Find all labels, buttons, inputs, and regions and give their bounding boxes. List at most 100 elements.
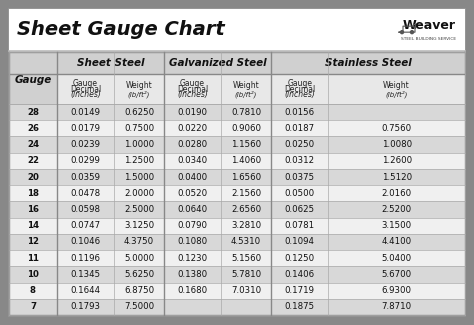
Text: 0.7810: 0.7810 bbox=[231, 108, 261, 117]
Text: 7.8710: 7.8710 bbox=[382, 302, 411, 311]
Text: Decimal: Decimal bbox=[177, 84, 208, 94]
Text: 0.1345: 0.1345 bbox=[70, 270, 100, 279]
Text: 7.0310: 7.0310 bbox=[231, 286, 261, 295]
Text: 0.1046: 0.1046 bbox=[70, 238, 100, 246]
Text: 1.0000: 1.0000 bbox=[124, 140, 154, 149]
Text: 0.0790: 0.0790 bbox=[178, 221, 208, 230]
Text: Stainless Steel: Stainless Steel bbox=[325, 58, 411, 68]
Text: 3.2810: 3.2810 bbox=[231, 221, 261, 230]
Text: 0.0299: 0.0299 bbox=[71, 156, 100, 165]
Bar bbox=[271, 74, 465, 104]
Bar bbox=[9, 153, 465, 169]
Text: 6.8750: 6.8750 bbox=[124, 286, 154, 295]
Text: 16: 16 bbox=[27, 205, 39, 214]
Text: 24: 24 bbox=[27, 140, 39, 149]
Text: 1.6560: 1.6560 bbox=[231, 173, 261, 182]
Text: 0.1380: 0.1380 bbox=[177, 270, 208, 279]
Text: 7: 7 bbox=[30, 302, 36, 311]
Text: 4.4100: 4.4100 bbox=[382, 238, 411, 246]
Bar bbox=[9, 282, 465, 299]
Text: (inches): (inches) bbox=[70, 90, 101, 99]
Circle shape bbox=[401, 31, 403, 34]
Text: 0.1094: 0.1094 bbox=[285, 238, 315, 246]
Text: 0.0156: 0.0156 bbox=[285, 108, 315, 117]
Text: 22: 22 bbox=[27, 156, 39, 165]
Bar bbox=[9, 266, 465, 282]
Bar bbox=[9, 218, 465, 234]
Text: 8: 8 bbox=[30, 286, 36, 295]
Text: 0.0239: 0.0239 bbox=[70, 140, 100, 149]
Text: 0.1230: 0.1230 bbox=[177, 254, 208, 263]
Text: (inches): (inches) bbox=[284, 90, 315, 99]
Bar bbox=[9, 169, 465, 185]
Bar bbox=[9, 234, 465, 250]
Text: STEEL BUILDING SERVICE: STEEL BUILDING SERVICE bbox=[401, 37, 456, 41]
Text: 1.4060: 1.4060 bbox=[231, 156, 261, 165]
Text: 2.0160: 2.0160 bbox=[382, 189, 411, 198]
Text: 1.1560: 1.1560 bbox=[231, 140, 261, 149]
Text: 5.0000: 5.0000 bbox=[124, 254, 154, 263]
Circle shape bbox=[410, 31, 413, 34]
Text: Weight: Weight bbox=[233, 81, 259, 89]
Text: Decimal: Decimal bbox=[70, 84, 101, 94]
Text: (lb/ft²): (lb/ft²) bbox=[128, 90, 150, 98]
Text: 28: 28 bbox=[27, 108, 39, 117]
Text: (lb/ft²): (lb/ft²) bbox=[235, 90, 257, 98]
Text: 0.0625: 0.0625 bbox=[285, 205, 315, 214]
Text: 1.2600: 1.2600 bbox=[382, 156, 411, 165]
Text: 0.0280: 0.0280 bbox=[177, 140, 208, 149]
Text: 0.0375: 0.0375 bbox=[285, 173, 315, 182]
Bar bbox=[164, 52, 271, 74]
Text: 0.1719: 0.1719 bbox=[285, 286, 315, 295]
Text: Weaver: Weaver bbox=[402, 19, 456, 32]
Text: Gauge: Gauge bbox=[180, 79, 205, 87]
Text: 2.5000: 2.5000 bbox=[124, 205, 154, 214]
Text: 0.1406: 0.1406 bbox=[285, 270, 315, 279]
Bar bbox=[9, 52, 465, 315]
Text: Galvanized Steel: Galvanized Steel bbox=[169, 58, 266, 68]
Text: 0.0149: 0.0149 bbox=[70, 108, 100, 117]
Text: 0.0598: 0.0598 bbox=[70, 205, 100, 214]
Text: 0.0359: 0.0359 bbox=[70, 173, 100, 182]
Text: 1.5000: 1.5000 bbox=[124, 173, 154, 182]
Bar bbox=[9, 120, 465, 136]
Bar bbox=[9, 250, 465, 266]
Text: 5.6700: 5.6700 bbox=[382, 270, 411, 279]
Text: 5.7810: 5.7810 bbox=[231, 270, 261, 279]
Text: 0.6250: 0.6250 bbox=[124, 108, 154, 117]
Text: 0.1644: 0.1644 bbox=[70, 286, 100, 295]
Text: 0.0640: 0.0640 bbox=[177, 205, 208, 214]
Text: 2.0000: 2.0000 bbox=[124, 189, 154, 198]
Text: 0.1250: 0.1250 bbox=[285, 254, 315, 263]
Text: 3.1250: 3.1250 bbox=[124, 221, 154, 230]
Bar bbox=[57, 52, 164, 74]
Text: 5.1560: 5.1560 bbox=[231, 254, 261, 263]
Text: (inches): (inches) bbox=[177, 90, 208, 99]
Text: 26: 26 bbox=[27, 124, 39, 133]
Text: 20: 20 bbox=[27, 173, 39, 182]
Text: 0.0520: 0.0520 bbox=[177, 189, 208, 198]
Text: 5.0400: 5.0400 bbox=[382, 254, 411, 263]
Bar bbox=[57, 74, 164, 104]
Text: 0.0781: 0.0781 bbox=[285, 221, 315, 230]
Text: 7.5000: 7.5000 bbox=[124, 302, 154, 311]
Text: 0.0478: 0.0478 bbox=[70, 189, 100, 198]
Text: 12: 12 bbox=[27, 238, 39, 246]
Text: 4.3750: 4.3750 bbox=[124, 238, 154, 246]
Text: Gauge: Gauge bbox=[287, 79, 312, 87]
Text: 0.0747: 0.0747 bbox=[70, 221, 100, 230]
Bar bbox=[9, 104, 465, 120]
Text: 18: 18 bbox=[27, 189, 39, 198]
Bar bbox=[9, 52, 57, 104]
Text: 0.1196: 0.1196 bbox=[70, 254, 100, 263]
Bar bbox=[9, 202, 465, 218]
Text: 0.0220: 0.0220 bbox=[177, 124, 208, 133]
Bar bbox=[9, 136, 465, 153]
Text: 5.6250: 5.6250 bbox=[124, 270, 154, 279]
Text: 0.1680: 0.1680 bbox=[177, 286, 208, 295]
Text: 4.5310: 4.5310 bbox=[231, 238, 261, 246]
Text: 14: 14 bbox=[27, 221, 39, 230]
Text: 0.0400: 0.0400 bbox=[177, 173, 208, 182]
Text: 0.9060: 0.9060 bbox=[231, 124, 261, 133]
Text: 0.7500: 0.7500 bbox=[124, 124, 154, 133]
